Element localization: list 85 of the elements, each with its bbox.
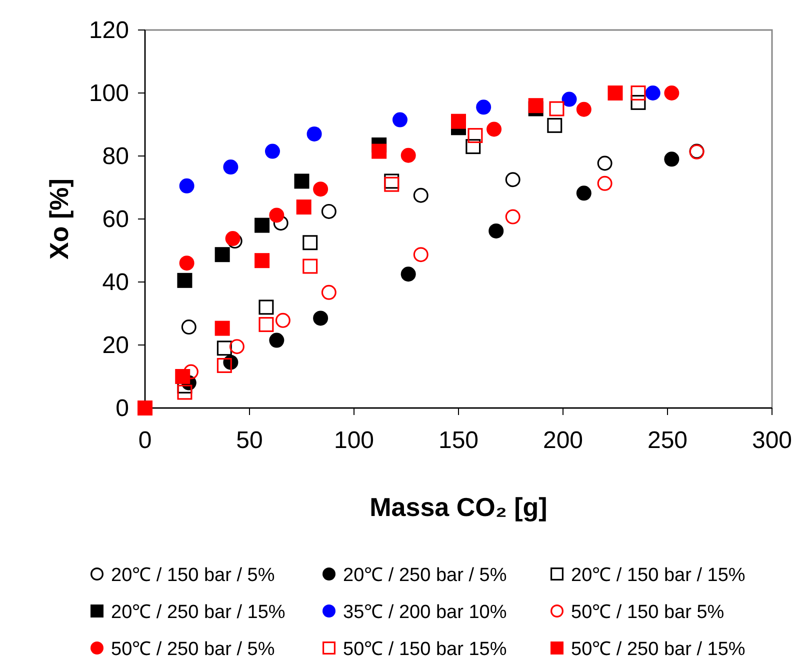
point xyxy=(630,94,646,110)
point xyxy=(549,101,564,116)
point xyxy=(177,384,192,400)
legend-label: 50℃ / 250 bar / 5% xyxy=(111,639,275,660)
point xyxy=(576,186,592,201)
x-tick-label: 100 xyxy=(334,427,374,454)
point xyxy=(451,114,466,129)
x-tick-label: 50 xyxy=(236,427,263,454)
point xyxy=(400,148,416,163)
point xyxy=(177,272,192,288)
legend-label: 20℃ / 250 bar / 5% xyxy=(343,565,507,586)
point xyxy=(179,178,194,194)
point xyxy=(321,204,336,219)
y-tick-label: 100 xyxy=(88,80,129,107)
legend-label: 35℃ / 200 bar 10% xyxy=(343,602,507,623)
point xyxy=(645,86,660,100)
point xyxy=(294,174,310,189)
x-tick-label: 0 xyxy=(138,427,152,454)
point xyxy=(321,284,336,300)
point xyxy=(505,172,520,188)
y-tick-label: 60 xyxy=(102,206,129,233)
y-tick-label: 120 xyxy=(88,17,129,44)
point xyxy=(372,144,387,159)
x-tick-label: 250 xyxy=(647,427,688,454)
point xyxy=(175,369,190,384)
point xyxy=(488,223,504,238)
point xyxy=(302,235,318,250)
point xyxy=(392,112,408,128)
point xyxy=(275,312,290,328)
point xyxy=(269,208,284,223)
point xyxy=(576,102,592,117)
legend-label: 20℃ / 250 bar / 15% xyxy=(111,602,286,623)
point xyxy=(216,358,232,373)
point xyxy=(313,182,328,197)
point xyxy=(302,258,318,274)
point xyxy=(608,86,623,100)
point xyxy=(223,160,238,175)
point xyxy=(466,139,481,154)
point xyxy=(528,98,544,114)
point xyxy=(254,253,270,268)
point xyxy=(269,332,284,348)
point xyxy=(400,266,416,282)
point xyxy=(179,256,194,271)
legend-label: 20℃ / 150 bar / 15% xyxy=(571,565,746,586)
point xyxy=(273,216,288,231)
point xyxy=(214,247,230,262)
y-tick-label: 0 xyxy=(116,395,129,422)
legend-label: 50℃ / 250 bar / 15% xyxy=(571,639,746,660)
point xyxy=(597,176,612,191)
point xyxy=(476,100,492,115)
legend-label: 50℃ / 150 bar 5% xyxy=(571,602,724,623)
y-tick-label: 80 xyxy=(102,143,129,170)
point xyxy=(562,92,577,107)
point xyxy=(664,152,680,167)
point xyxy=(229,339,244,354)
y-tick-label: 20 xyxy=(102,332,129,359)
x-tick-label: 300 xyxy=(752,427,792,454)
point xyxy=(254,218,270,233)
point xyxy=(306,126,322,142)
point xyxy=(468,128,483,144)
y-axis-title: Xo [%] xyxy=(44,178,74,260)
x-tick-label: 150 xyxy=(438,427,479,454)
point xyxy=(413,247,428,262)
point xyxy=(181,320,196,335)
point xyxy=(258,300,274,315)
point xyxy=(296,200,312,215)
point xyxy=(630,86,646,100)
point xyxy=(547,118,562,133)
point xyxy=(313,310,328,326)
x-axis-title: Massa CO₂ [g] xyxy=(370,492,548,522)
point xyxy=(597,156,612,171)
point xyxy=(216,340,232,356)
point xyxy=(384,176,400,192)
point xyxy=(264,144,280,159)
y-tick-label: 40 xyxy=(102,269,129,296)
point xyxy=(258,317,274,332)
point xyxy=(486,122,502,137)
point xyxy=(505,209,520,224)
legend-label: 20℃ / 150 bar / 5% xyxy=(111,565,275,586)
x-tick-label: 200 xyxy=(542,427,584,454)
point xyxy=(214,320,230,336)
point xyxy=(413,188,428,203)
legend-label: 50℃ / 150 bar 15% xyxy=(343,639,507,660)
point xyxy=(664,86,680,100)
point xyxy=(138,400,152,416)
